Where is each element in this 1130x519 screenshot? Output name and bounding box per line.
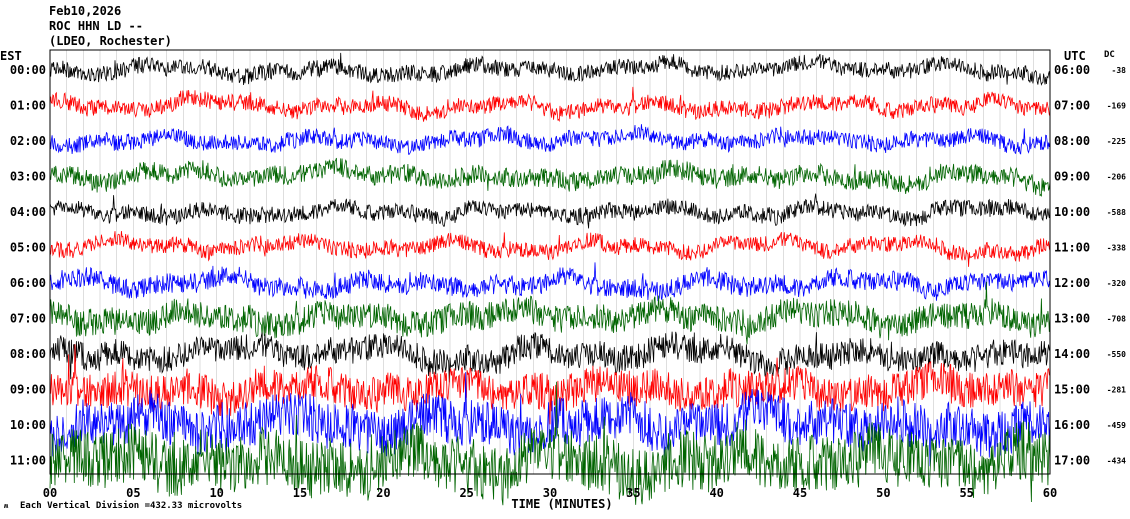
- trace-1100: [49, 381, 1051, 506]
- est-label: 03:00: [10, 170, 46, 184]
- utc-label: 08:00: [1054, 134, 1090, 148]
- x-tick-label: 40: [709, 486, 723, 500]
- est-label: 11:00: [10, 454, 46, 468]
- x-tick-label: 30: [543, 486, 557, 500]
- x-tick-label: 20: [376, 486, 390, 500]
- scale-prefix: Each Vertical Division =: [20, 500, 151, 511]
- chart-station: ROC HHN LD --: [49, 19, 143, 33]
- est-label: 10:00: [10, 418, 46, 432]
- est-label: 08:00: [10, 347, 46, 361]
- utc-label: 17:00: [1054, 454, 1090, 468]
- dc-value: -38: [1112, 66, 1127, 75]
- dc-value: -588: [1107, 208, 1126, 217]
- trace-0600: [49, 262, 1051, 302]
- chart-date: Feb10,2026: [49, 4, 122, 18]
- dc-value: -281: [1107, 386, 1126, 395]
- x-tick-label: 10: [209, 486, 223, 500]
- utc-label: 07:00: [1054, 99, 1090, 113]
- x-tick-label: 00: [43, 486, 57, 500]
- utc-label: 14:00: [1054, 347, 1090, 361]
- est-label: 04:00: [10, 205, 46, 219]
- utc-label: 16:00: [1054, 418, 1090, 432]
- utc-label: 11:00: [1054, 241, 1090, 255]
- x-tick-labels: 00 05 10 15 20 25 30 35 40 45 50 55 60: [43, 486, 1057, 500]
- dc-value: -550: [1107, 350, 1126, 359]
- x-tick-label: 60: [1043, 486, 1057, 500]
- x-tick-label: 15: [293, 486, 307, 500]
- dc-value: -434: [1107, 457, 1126, 466]
- left-axis-title: EST: [0, 49, 22, 63]
- x-tick-label: 35: [626, 486, 640, 500]
- x-tick-label: 45: [793, 486, 807, 500]
- x-tick-label: 50: [876, 486, 890, 500]
- trace-0000: [49, 52, 1051, 86]
- x-axis-label: TIME (MINUTES): [511, 497, 612, 511]
- trace-0800: [49, 331, 1051, 383]
- scale-value: 432.33 microvolts: [150, 500, 242, 511]
- utc-label: 09:00: [1054, 170, 1090, 184]
- utc-label: 12:00: [1054, 276, 1090, 290]
- est-labels: 00:00 01:00 02:00 03:00 04:00 05:00 06:00 07:00…: [10, 63, 46, 468]
- dc-value: -169: [1107, 102, 1126, 111]
- trace-0400: [49, 193, 1051, 229]
- est-label: 02:00: [10, 134, 46, 148]
- dc-value: -338: [1107, 244, 1126, 253]
- utc-label: 13:00: [1054, 312, 1090, 326]
- utc-labels: 06:00 07:00 08:00 09:00 10:00 11:00 12:00 13:00…: [1054, 63, 1090, 468]
- right-axis-title: UTC: [1064, 49, 1086, 63]
- est-label: 05:00: [10, 241, 46, 255]
- trace-0700: [49, 281, 1051, 345]
- est-label: 06:00: [10, 276, 46, 290]
- x-tick-label: 25: [459, 486, 473, 500]
- trace-0500: [49, 230, 1051, 267]
- dc-value: -320: [1107, 279, 1126, 288]
- dc-labels: -38 -169 -225 -206 -588 -338 -320 -708 -550 -281 -…: [1107, 66, 1126, 466]
- trace-0200: [49, 124, 1051, 155]
- x-tick-label: 55: [959, 486, 973, 500]
- footer-mark: ʍ: [4, 502, 9, 510]
- dc-value: -206: [1107, 173, 1126, 182]
- utc-label: 15:00: [1054, 383, 1090, 397]
- chart-network: (LDEO, Rochester): [49, 34, 172, 48]
- est-label: 07:00: [10, 312, 46, 326]
- est-label: 01:00: [10, 99, 46, 113]
- trace-0300: [49, 157, 1051, 197]
- x-tick-label: 05: [126, 486, 140, 500]
- dc-value: -225: [1107, 137, 1126, 146]
- est-label: 00:00: [10, 63, 46, 77]
- traces: [49, 52, 1051, 506]
- dc-value: -708: [1107, 315, 1126, 324]
- est-label: 09:00: [10, 383, 46, 397]
- utc-label: 10:00: [1054, 205, 1090, 219]
- dc-value: -459: [1107, 421, 1126, 430]
- trace-0100: [49, 86, 1051, 123]
- utc-label: 06:00: [1054, 63, 1090, 77]
- plot-frame: [49, 49, 1051, 475]
- dc-title: DC: [1104, 50, 1115, 60]
- trace-0900: [49, 344, 1051, 425]
